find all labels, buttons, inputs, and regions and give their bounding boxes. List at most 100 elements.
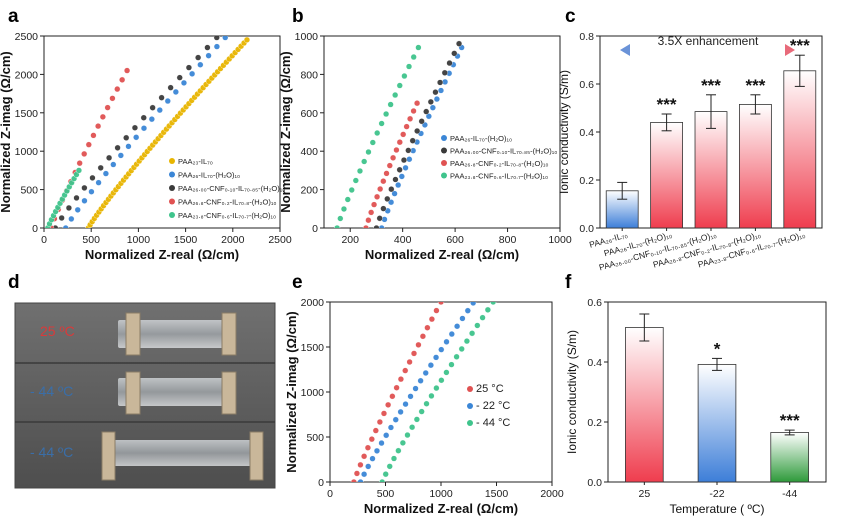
data-point: [383, 432, 390, 439]
x-axis-label: Normalized Z-real (Ω/cm): [365, 247, 519, 262]
x-tick-label: 0: [327, 488, 333, 500]
data-point: [167, 84, 174, 91]
data-point: [425, 113, 432, 120]
legend-marker: [169, 212, 175, 218]
data-point: [400, 131, 407, 138]
data-point: [95, 123, 102, 130]
data-point: [470, 302, 477, 306]
data-point: [433, 307, 440, 314]
data-point: [380, 410, 388, 417]
y-tick-label: 2000: [301, 297, 325, 309]
data-point: [340, 205, 348, 213]
bar: [783, 70, 817, 229]
legend-entry: PAA₂₆.₀₀-CNF₀.₁₀-IL₇₀.₈₅-(H₂O)₁₀: [178, 184, 285, 193]
data-point: [418, 408, 425, 415]
data-point: [352, 177, 359, 184]
y-tick-label: 0: [318, 477, 324, 489]
x-tick-label: 1500: [174, 234, 198, 246]
data-point: [114, 85, 121, 93]
y-tick-label: 1500: [301, 342, 325, 354]
panel-label-f: f: [565, 272, 572, 293]
data-point: [383, 110, 390, 118]
data-point: [402, 367, 409, 374]
bar: [697, 363, 737, 483]
y-tick-label: 200: [300, 185, 318, 197]
y-axis-label: Ionic conductivity (S/m): [565, 330, 579, 454]
data-point: [386, 162, 393, 169]
bar: [694, 111, 728, 229]
data-point: [409, 424, 416, 431]
data-point: [417, 377, 424, 384]
data-point: [443, 369, 450, 376]
data-point: [463, 338, 470, 345]
significance-marker: *: [714, 339, 721, 358]
significance-marker: ***: [780, 411, 800, 430]
y-tick-label: 0.2: [587, 417, 602, 429]
data-point: [441, 69, 448, 76]
data-point: [97, 164, 104, 171]
plot-frame: [43, 35, 281, 229]
data-point: [427, 98, 434, 105]
electrode-clip: [221, 312, 237, 356]
data-point: [81, 184, 88, 192]
data-point: [453, 353, 460, 360]
data-point: [189, 70, 196, 77]
data-point: [399, 439, 406, 446]
data-point: [156, 106, 163, 114]
data-point: [396, 82, 403, 89]
data-point: [368, 436, 375, 443]
data-point: [204, 44, 211, 51]
data-point: [393, 146, 400, 154]
data-point: [390, 455, 398, 462]
y-axis-label: Ionic conductivity (S/m): [557, 70, 571, 194]
data-point: [356, 167, 364, 175]
significance-marker: ***: [745, 76, 765, 95]
electrode-clip: [101, 431, 116, 481]
data-point: [164, 97, 171, 105]
data-point: [334, 224, 341, 228]
data-point: [90, 132, 97, 139]
legend-marker: [441, 172, 447, 179]
data-point: [392, 176, 399, 183]
data-point: [402, 164, 409, 171]
data-point: [373, 224, 380, 228]
data-point: [388, 186, 395, 193]
y-axis-label: Normalized Z-imag (Ω/cm): [0, 51, 13, 212]
data-point: [58, 214, 65, 222]
data-point: [433, 95, 440, 103]
data-point: [432, 89, 439, 96]
scatter-points: [350, 302, 497, 482]
legend-marker: [169, 198, 175, 205]
data-point: [365, 217, 372, 224]
data-point: [158, 94, 165, 101]
data-point: [406, 358, 413, 366]
x-tick-label: 800: [499, 234, 517, 246]
data-point: [438, 377, 445, 384]
data-point: [131, 124, 139, 131]
data-point: [401, 72, 408, 80]
legend-marker: [441, 147, 447, 154]
x-axis-label: Temperature ( ºC): [669, 502, 764, 516]
gel-strip: [118, 378, 236, 406]
panel-label-c: c: [565, 6, 576, 27]
data-point: [350, 478, 357, 482]
legend-marker: [467, 403, 473, 409]
data-point: [81, 197, 88, 204]
data-point: [213, 36, 220, 41]
data-point: [365, 148, 372, 156]
gel-strip: [103, 440, 261, 466]
data-point: [459, 315, 466, 322]
data-point: [438, 346, 445, 353]
legend-entry: - 44 °C: [476, 417, 510, 429]
data-point: [357, 478, 364, 482]
data-point: [109, 95, 116, 102]
data-point: [369, 455, 376, 462]
chart-e: 0 500 1000 1500 20000500100015002000Normaliz…: [284, 297, 564, 516]
x-tick-label: 1500: [485, 488, 509, 500]
legend-marker: [169, 185, 175, 191]
data-point: [364, 444, 372, 451]
data-point: [458, 345, 465, 353]
bar: [739, 104, 772, 229]
x-tick-label: 500: [82, 234, 100, 246]
